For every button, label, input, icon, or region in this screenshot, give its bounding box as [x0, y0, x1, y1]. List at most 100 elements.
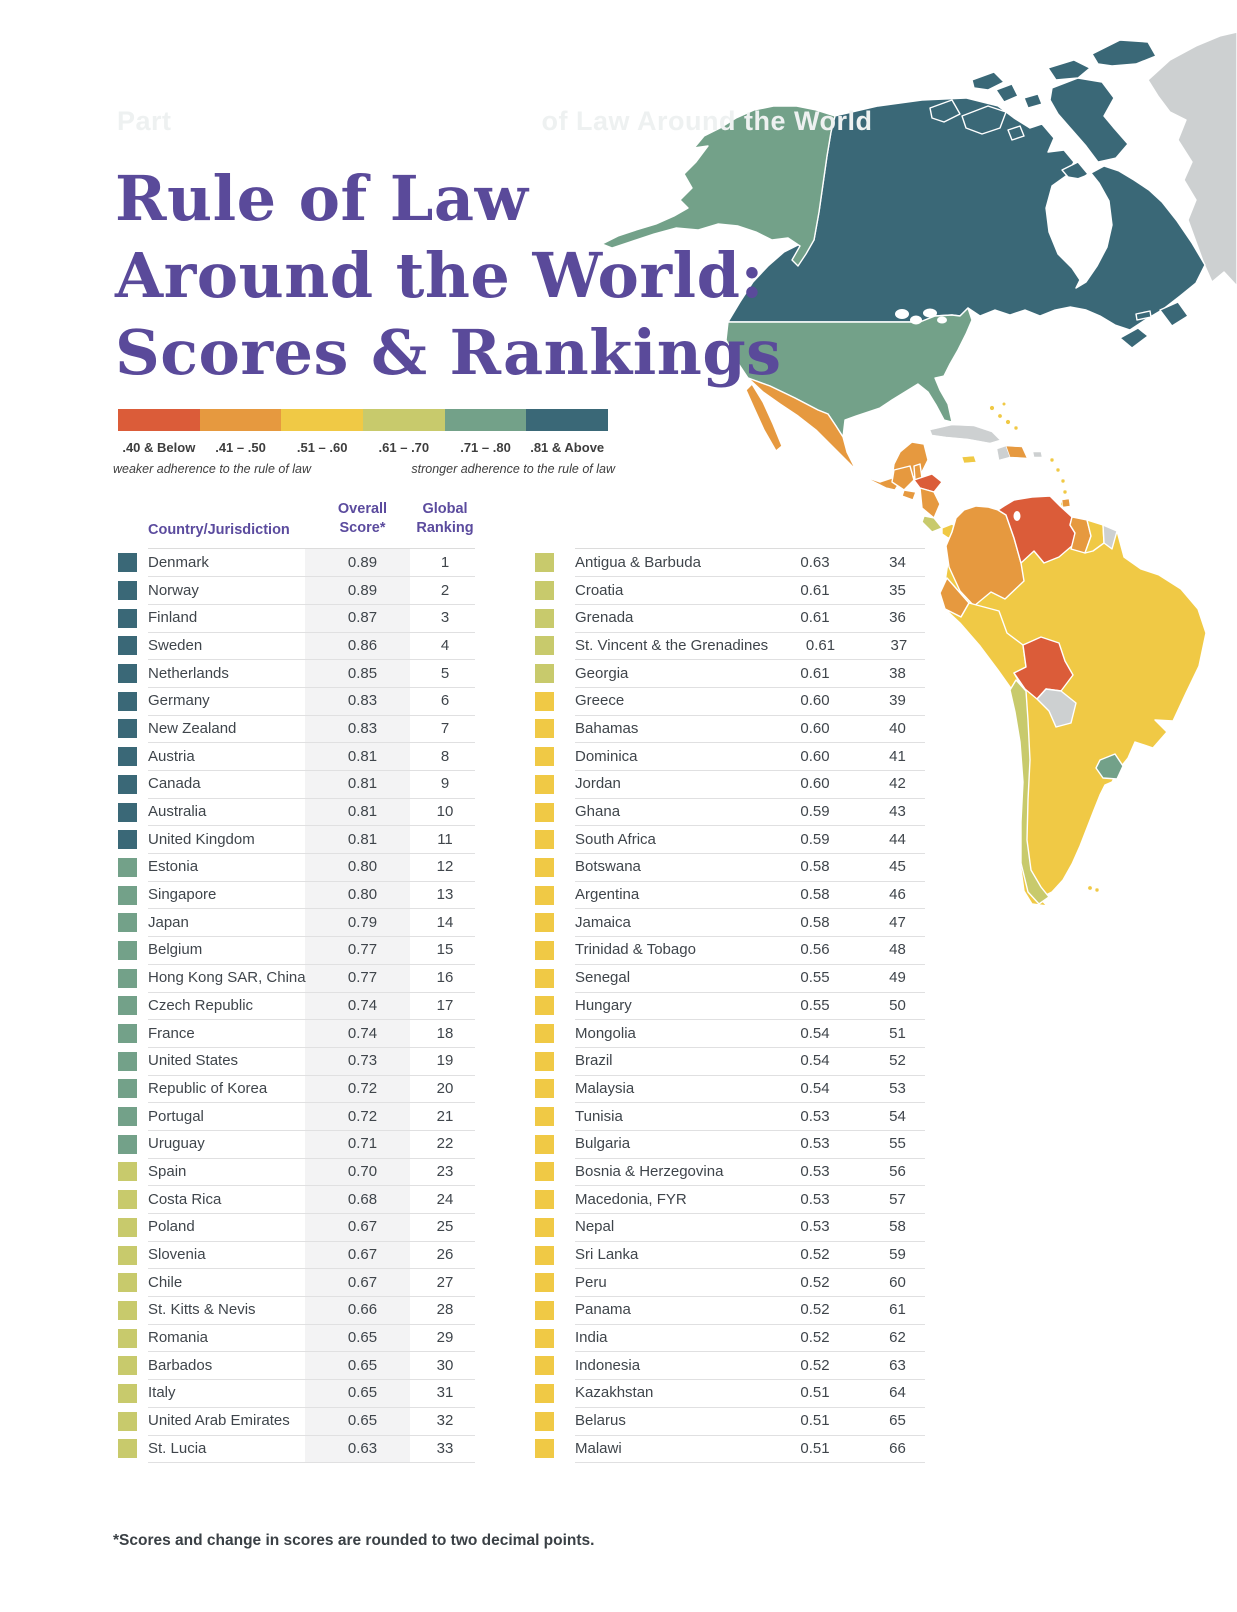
country-name: Malawi	[575, 1439, 622, 1457]
table-row: Indonesia 0.52 63	[535, 1352, 925, 1381]
overall-score: 0.71	[347, 1135, 378, 1153]
country-name: Jamaica	[575, 913, 631, 931]
country-name: St. Vincent & the Grenadines	[575, 636, 769, 654]
overall-score: 0.81	[347, 830, 378, 848]
score-band-swatch	[118, 1079, 137, 1099]
running-header-right: of Law Around the World	[541, 106, 873, 136]
country-name: Macedonia, FYR	[575, 1190, 687, 1208]
global-ranking: 41	[889, 747, 906, 765]
country-name: Sweden	[148, 636, 203, 654]
table-row: Belgium 0.77 15	[118, 937, 475, 965]
score-band-swatch	[535, 608, 554, 628]
overall-score: 0.63	[347, 1439, 378, 1457]
global-ranking: 36	[889, 609, 906, 627]
table-top-rule	[148, 548, 475, 549]
overall-score: 0.63	[800, 553, 830, 571]
global-ranking: 57	[889, 1190, 906, 1208]
table-row: Norway 0.89 2	[118, 577, 475, 605]
map-region-mexico	[747, 377, 929, 491]
country-name: Antigua & Barbuda	[575, 553, 701, 571]
global-ranking: 54	[889, 1107, 906, 1125]
country-name: United States	[148, 1052, 239, 1070]
global-ranking: 48	[889, 941, 906, 959]
score-band-swatch	[535, 857, 554, 877]
global-ranking: 43	[889, 803, 906, 821]
overall-score: 0.52	[800, 1246, 830, 1264]
global-ranking: 5	[440, 664, 450, 682]
score-legend: .40 & Below .41 – .50 .51 – .60 .61 – .70 .7…	[113, 409, 615, 476]
map-region-falkland-islands	[1087, 885, 1100, 893]
score-band-swatch	[535, 1411, 554, 1431]
score-band-swatch	[535, 553, 554, 573]
country-name: Sri Lanka	[575, 1246, 639, 1264]
country-name: Chile	[148, 1273, 183, 1291]
table-row: Estonia 0.80 12	[118, 854, 475, 882]
table-row: Poland 0.67 25	[118, 1214, 475, 1242]
footnote: *Scores and change in scores are rounded…	[113, 1532, 595, 1549]
global-ranking: 63	[889, 1356, 906, 1374]
score-band-swatch	[118, 913, 137, 933]
overall-score: 0.67	[347, 1246, 378, 1264]
legend-segment	[444, 409, 527, 431]
global-ranking: 18	[436, 1024, 454, 1042]
overall-score: 0.52	[800, 1273, 830, 1291]
overall-score: 0.52	[800, 1301, 830, 1319]
legend-segment	[199, 409, 282, 431]
global-ranking: 32	[436, 1412, 454, 1430]
score-band-swatch	[535, 1024, 554, 1044]
overall-score: 0.59	[800, 830, 830, 848]
score-band-swatch	[118, 1190, 137, 1210]
table-row: Netherlands 0.85 5	[118, 660, 475, 688]
country-name: Bosnia & Herzegovina	[575, 1162, 724, 1180]
score-band-swatch	[535, 1328, 554, 1348]
global-ranking: 37	[890, 636, 908, 654]
global-ranking: 30	[436, 1356, 454, 1374]
americas-map	[600, 20, 1237, 980]
score-band-swatch	[535, 1107, 554, 1127]
overall-score: 0.80	[347, 858, 378, 876]
table-row: Georgia 0.61 38	[535, 660, 925, 688]
overall-score: 0.53	[800, 1107, 830, 1125]
table-row: Mongolia 0.54 51	[535, 1020, 925, 1048]
global-ranking: 52	[889, 1052, 906, 1070]
country-name: France	[148, 1024, 195, 1042]
overall-score: 0.68	[347, 1190, 378, 1208]
country-name: Netherlands	[148, 664, 229, 682]
country-name: South Africa	[575, 830, 656, 848]
global-ranking: 11	[437, 830, 453, 848]
table-row: Peru 0.52 60	[535, 1269, 925, 1298]
table-row: Bulgaria 0.53 55	[535, 1130, 925, 1159]
global-ranking: 20	[436, 1079, 454, 1097]
legend-captions: weaker adherence to the rule of law stro…	[113, 462, 615, 476]
score-band-swatch	[118, 553, 137, 573]
table-row: Czech Republic 0.74 17	[118, 992, 475, 1021]
table-row: Croatia 0.61 35	[535, 577, 925, 605]
table-row: St. Kitts & Nevis 0.66 28	[118, 1297, 475, 1325]
country-name: Belgium	[148, 941, 203, 959]
score-band-swatch	[535, 1356, 554, 1376]
global-ranking: 4	[440, 636, 450, 654]
country-name: Brazil	[575, 1052, 613, 1070]
country-name: Nepal	[575, 1218, 615, 1236]
table-row: Jamaica 0.58 47	[535, 909, 925, 938]
score-band-swatch	[535, 885, 554, 905]
score-band-swatch	[535, 1051, 554, 1071]
table-row: United Kingdom 0.81 11	[118, 826, 475, 855]
country-name: Senegal	[575, 969, 631, 987]
table-row: Australia 0.81 10	[118, 798, 475, 827]
score-band-swatch	[535, 691, 554, 711]
country-name: Czech Republic	[148, 996, 254, 1014]
global-ranking: 24	[436, 1190, 454, 1208]
global-ranking: 26	[436, 1246, 454, 1264]
global-ranking: 64	[889, 1384, 906, 1402]
global-ranking: 50	[889, 996, 906, 1014]
score-band-swatch	[118, 940, 137, 960]
score-band-swatch	[118, 1024, 137, 1044]
table-row: Grenada 0.61 36	[535, 604, 925, 633]
global-ranking: 13	[436, 886, 454, 904]
table-row: St. Lucia 0.63 33	[118, 1435, 475, 1464]
country-name: Germany	[148, 692, 210, 710]
country-name: Republic of Korea	[148, 1079, 268, 1097]
global-ranking: 65	[889, 1412, 906, 1430]
